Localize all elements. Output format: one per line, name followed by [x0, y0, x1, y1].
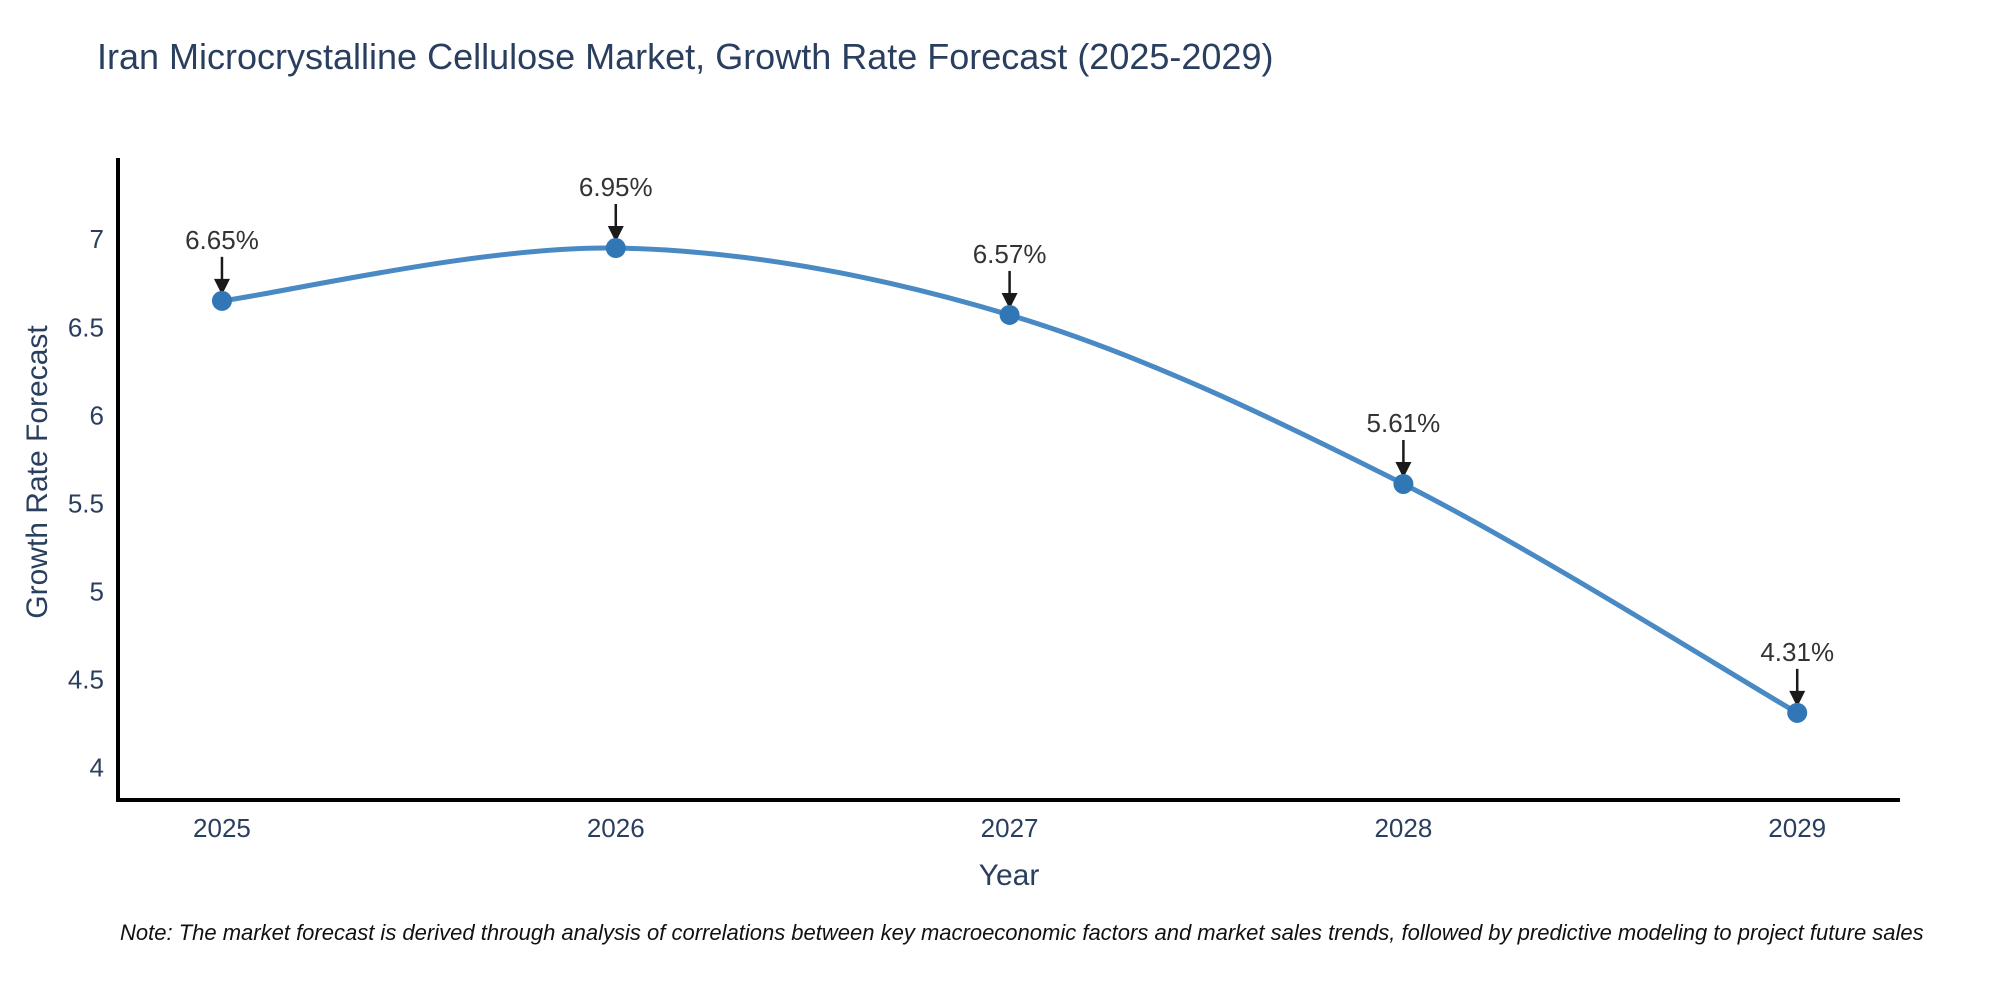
x-tick-label: 2026 — [587, 813, 645, 843]
y-tick-label: 5.5 — [68, 488, 104, 518]
footnote: Note: The market forecast is derived thr… — [120, 920, 1924, 945]
annotation-arrowhead — [607, 226, 624, 243]
x-tick-label: 2029 — [1768, 813, 1826, 843]
data-point-label: 6.57% — [973, 239, 1047, 269]
x-tick-label: 2025 — [193, 813, 251, 843]
annotation-arrowhead — [1001, 292, 1018, 309]
data-point-marker — [211, 290, 232, 311]
x-tick-label: 2028 — [1374, 813, 1432, 843]
y-tick-label: 6.5 — [68, 312, 104, 342]
data-point-label: 5.61% — [1367, 408, 1441, 438]
y-tick-label: 5 — [90, 576, 104, 606]
annotation-arrowhead — [1789, 690, 1806, 707]
y-tick-label: 4 — [90, 752, 104, 782]
data-point-label: 6.95% — [579, 172, 653, 202]
data-point-marker — [605, 238, 626, 259]
data-point-marker — [1393, 473, 1414, 494]
x-axis-title: Year — [978, 859, 1040, 892]
data-point-marker — [999, 304, 1020, 325]
y-tick-label: 7 — [90, 224, 104, 254]
data-point-label: 4.31% — [1760, 637, 1834, 667]
y-axis-title: Growth Rate Forecast — [21, 325, 54, 619]
x-tick-label: 2027 — [981, 813, 1039, 843]
data-point-label: 6.65% — [185, 225, 259, 255]
annotation-arrowhead — [213, 278, 230, 295]
chart-title: Iran Microcrystalline Cellulose Market, … — [97, 36, 1274, 77]
annotation-arrowhead — [1395, 461, 1412, 478]
data-point-marker — [1787, 702, 1808, 723]
y-tick-label: 4.5 — [68, 664, 104, 694]
y-tick-label: 6 — [90, 400, 104, 430]
